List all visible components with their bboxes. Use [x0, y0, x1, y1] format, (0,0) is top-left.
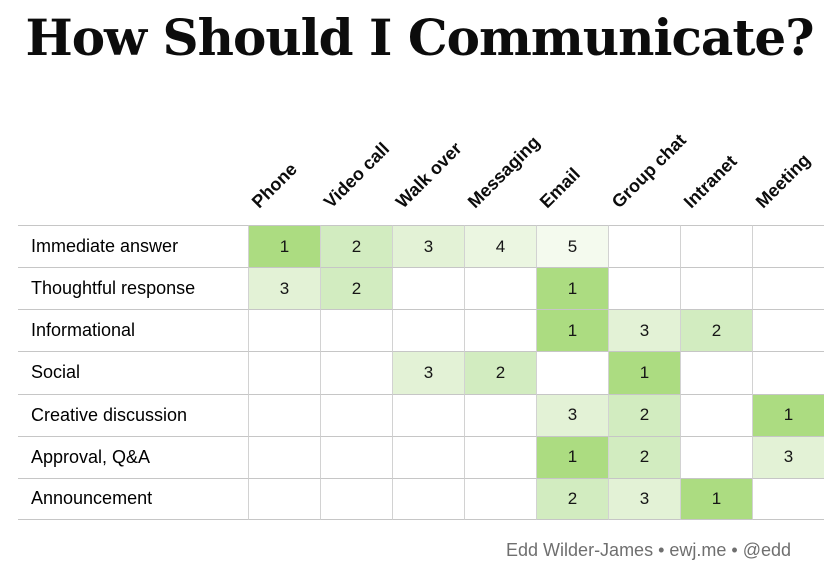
matrix-cell: 2: [536, 477, 608, 520]
matrix-cell: [248, 435, 320, 478]
column-header-meeting: Meeting: [751, 149, 815, 212]
matrix-cell: [752, 309, 824, 352]
matrix-cell: 3: [536, 393, 608, 436]
row-label: Creative discussion: [18, 393, 248, 436]
row-label: Social: [18, 351, 248, 393]
credit-line: Edd Wilder-James • ewj.me • @edd: [506, 540, 791, 560]
matrix-cell: [752, 477, 824, 520]
matrix-cell: [680, 435, 752, 478]
matrix-cell: [752, 351, 824, 394]
row-label: Approval, Q&A: [18, 435, 248, 478]
matrix-cell: 3: [608, 477, 680, 520]
matrix-cell: [608, 267, 680, 310]
matrix-cell: 5: [536, 225, 608, 268]
matrix-cell: 2: [608, 435, 680, 478]
matrix-cell: [752, 267, 824, 310]
column-header-email: Email: [535, 163, 584, 212]
matrix-cell: [680, 225, 752, 268]
row-label: Informational: [18, 309, 248, 351]
matrix-cell: [680, 267, 752, 310]
matrix-cell: 3: [392, 351, 464, 394]
column-header-phone: Phone: [247, 158, 301, 212]
column-header-walk-over: Walk over: [391, 138, 466, 212]
row-label: Thoughtful response: [18, 267, 248, 309]
column-header-video-call: Video call: [319, 138, 394, 212]
matrix-cell: 3: [392, 225, 464, 268]
matrix-cell: [392, 309, 464, 352]
matrix-cell: [320, 477, 392, 520]
matrix-cell: [464, 309, 536, 352]
matrix-cell: [248, 477, 320, 520]
matrix-cell: [752, 225, 824, 268]
matrix-cell: [320, 309, 392, 352]
matrix-cell: 3: [608, 309, 680, 352]
matrix-cell: [320, 435, 392, 478]
matrix-cell: 1: [248, 225, 320, 268]
matrix-cell: 1: [536, 435, 608, 478]
matrix-cell: 4: [464, 225, 536, 268]
matrix-cell: [320, 393, 392, 436]
matrix-cell: [320, 351, 392, 394]
row-label: Immediate answer: [18, 225, 248, 267]
communication-matrix: Immediate answer 1 2 3 4 5 Thoughtful response…: [18, 225, 824, 520]
matrix-cell: 2: [464, 351, 536, 394]
matrix-cell: 1: [608, 351, 680, 394]
matrix-cell: [608, 225, 680, 268]
matrix-cell: 1: [536, 309, 608, 352]
matrix-cell: [392, 435, 464, 478]
matrix-cell: [248, 309, 320, 352]
matrix-cell: 2: [320, 225, 392, 268]
matrix-cell: [464, 267, 536, 310]
matrix-cell: [464, 435, 536, 478]
column-header-messaging: Messaging: [463, 132, 544, 212]
matrix-cell: 2: [680, 309, 752, 352]
page-title: How Should I Communicate?: [25, 8, 814, 67]
matrix-cell: [248, 393, 320, 436]
row-label: Announcement: [18, 477, 248, 520]
matrix-cell: [536, 351, 608, 394]
matrix-cell: [464, 477, 536, 520]
matrix-cell: [680, 393, 752, 436]
matrix-cell: 2: [320, 267, 392, 310]
matrix-cell: 3: [752, 435, 824, 478]
matrix-cell: 3: [248, 267, 320, 310]
matrix-cell: [464, 393, 536, 436]
matrix-cell: [248, 351, 320, 394]
matrix-cell: 2: [608, 393, 680, 436]
column-header-intranet: Intranet: [679, 151, 741, 212]
matrix-cell: [392, 393, 464, 436]
matrix-cell: [392, 477, 464, 520]
column-header-group-chat: Group chat: [607, 129, 690, 212]
matrix-cell: [680, 351, 752, 394]
matrix-cell: [392, 267, 464, 310]
matrix-cell: 1: [680, 477, 752, 520]
matrix-cell: 1: [752, 393, 824, 436]
matrix-cell: 1: [536, 267, 608, 310]
